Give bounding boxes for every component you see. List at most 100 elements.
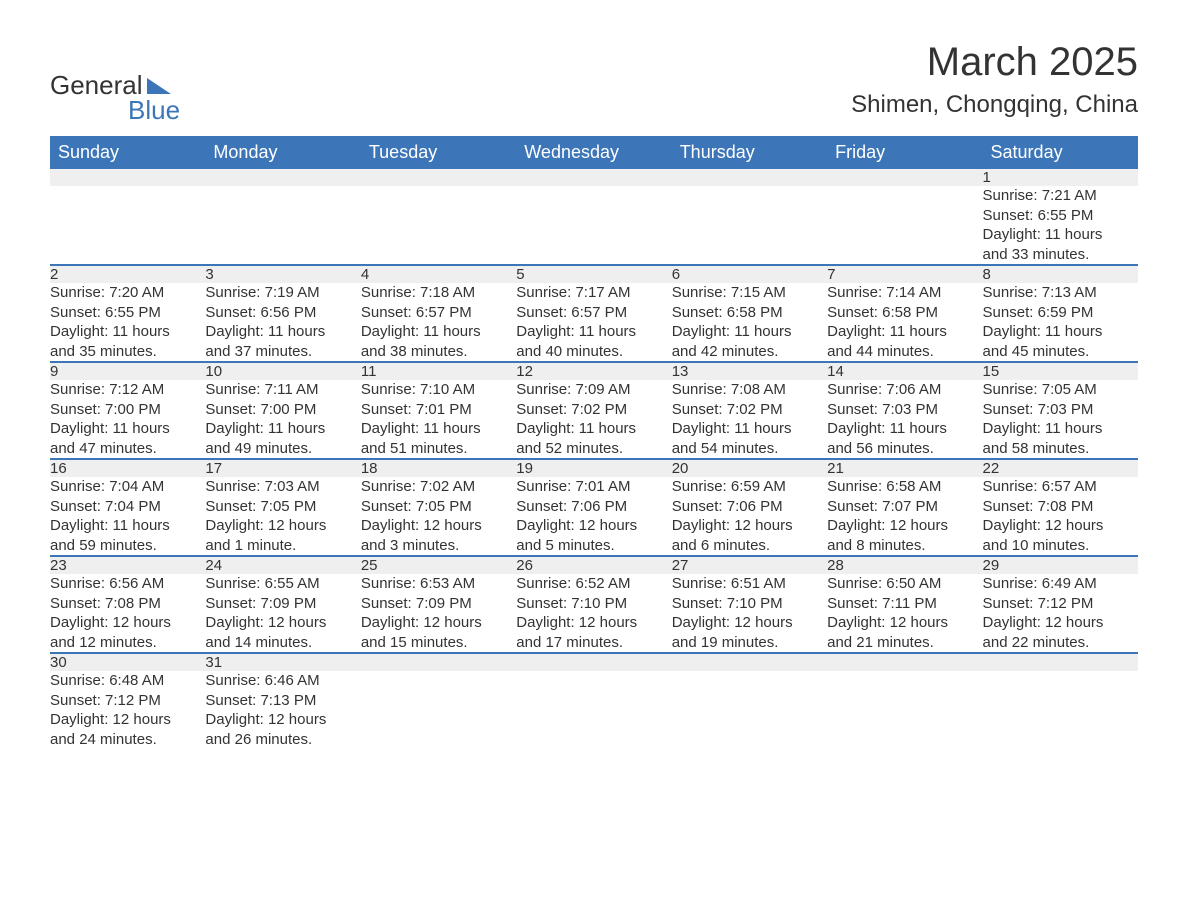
calendar-body: 1Sunrise: 7:21 AMSunset: 6:55 PMDaylight… (50, 169, 1138, 749)
daylight2-text: and 47 minutes. (50, 439, 205, 459)
day-details: Sunrise: 7:01 AMSunset: 7:06 PMDaylight:… (516, 477, 671, 556)
day-details: Sunrise: 6:59 AMSunset: 7:06 PMDaylight:… (672, 477, 827, 556)
daylight1-text: Daylight: 12 hours (361, 613, 516, 633)
day-details: Sunrise: 6:51 AMSunset: 7:10 PMDaylight:… (672, 574, 827, 653)
sunrise-text: Sunrise: 7:06 AM (827, 380, 982, 400)
day-number (983, 653, 1138, 671)
day-details (827, 671, 982, 749)
sunset-text: Sunset: 7:13 PM (205, 691, 360, 711)
daylight2-text: and 49 minutes. (205, 439, 360, 459)
daylight2-text: and 52 minutes. (516, 439, 671, 459)
day-number: 30 (50, 653, 205, 671)
day-details: Sunrise: 7:14 AMSunset: 6:58 PMDaylight:… (827, 283, 982, 362)
day-number: 26 (516, 556, 671, 574)
day-number: 24 (205, 556, 360, 574)
day-number: 11 (361, 362, 516, 380)
sunset-text: Sunset: 7:08 PM (983, 497, 1138, 517)
daylight2-text: and 6 minutes. (672, 536, 827, 556)
weekday-header: Thursday (672, 136, 827, 169)
daynum-row: 16171819202122 (50, 459, 1138, 477)
day-details: Sunrise: 6:52 AMSunset: 7:10 PMDaylight:… (516, 574, 671, 653)
daylight2-text: and 8 minutes. (827, 536, 982, 556)
daylight2-text: and 21 minutes. (827, 633, 982, 653)
day-details: Sunrise: 7:13 AMSunset: 6:59 PMDaylight:… (983, 283, 1138, 362)
day-number: 27 (672, 556, 827, 574)
daylight1-text: Daylight: 11 hours (827, 322, 982, 342)
day-number: 21 (827, 459, 982, 477)
sunrise-text: Sunrise: 7:11 AM (205, 380, 360, 400)
daylight2-text: and 33 minutes. (983, 245, 1138, 265)
daylight1-text: Daylight: 12 hours (672, 613, 827, 633)
day-number: 10 (205, 362, 360, 380)
day-number: 18 (361, 459, 516, 477)
sunset-text: Sunset: 7:03 PM (983, 400, 1138, 420)
day-details: Sunrise: 7:17 AMSunset: 6:57 PMDaylight:… (516, 283, 671, 362)
sunrise-text: Sunrise: 6:56 AM (50, 574, 205, 594)
day-number: 12 (516, 362, 671, 380)
day-details: Sunrise: 7:04 AMSunset: 7:04 PMDaylight:… (50, 477, 205, 556)
daylight1-text: Daylight: 12 hours (516, 613, 671, 633)
day-number: 2 (50, 265, 205, 283)
sunrise-text: Sunrise: 6:59 AM (672, 477, 827, 497)
day-number: 22 (983, 459, 1138, 477)
day-details: Sunrise: 6:56 AMSunset: 7:08 PMDaylight:… (50, 574, 205, 653)
header: General Blue March 2025 Shimen, Chongqin… (50, 40, 1138, 126)
daylight1-text: Daylight: 12 hours (361, 516, 516, 536)
sunset-text: Sunset: 7:00 PM (50, 400, 205, 420)
sunset-text: Sunset: 7:06 PM (516, 497, 671, 517)
day-number (827, 653, 982, 671)
sunset-text: Sunset: 7:05 PM (361, 497, 516, 517)
sunrise-text: Sunrise: 6:55 AM (205, 574, 360, 594)
daylight1-text: Daylight: 11 hours (361, 419, 516, 439)
title-block: March 2025 Shimen, Chongqing, China (851, 40, 1138, 119)
sunset-text: Sunset: 6:59 PM (983, 303, 1138, 323)
sunrise-text: Sunrise: 7:15 AM (672, 283, 827, 303)
daylight2-text: and 26 minutes. (205, 730, 360, 750)
daylight1-text: Daylight: 12 hours (205, 710, 360, 730)
detail-row: Sunrise: 6:56 AMSunset: 7:08 PMDaylight:… (50, 574, 1138, 653)
sunrise-text: Sunrise: 7:04 AM (50, 477, 205, 497)
day-number: 1 (983, 169, 1138, 186)
daylight2-text: and 22 minutes. (983, 633, 1138, 653)
sunrise-text: Sunrise: 6:49 AM (983, 574, 1138, 594)
detail-row: Sunrise: 6:48 AMSunset: 7:12 PMDaylight:… (50, 671, 1138, 749)
sunset-text: Sunset: 7:12 PM (50, 691, 205, 711)
sunrise-text: Sunrise: 7:09 AM (516, 380, 671, 400)
daylight2-text: and 44 minutes. (827, 342, 982, 362)
daylight2-text: and 24 minutes. (50, 730, 205, 750)
day-number: 15 (983, 362, 1138, 380)
daylight1-text: Daylight: 11 hours (50, 322, 205, 342)
daylight1-text: Daylight: 11 hours (983, 419, 1138, 439)
daylight2-text: and 12 minutes. (50, 633, 205, 653)
sunset-text: Sunset: 6:57 PM (516, 303, 671, 323)
daylight1-text: Daylight: 11 hours (827, 419, 982, 439)
day-number: 28 (827, 556, 982, 574)
daylight1-text: Daylight: 11 hours (672, 419, 827, 439)
sunset-text: Sunset: 6:57 PM (361, 303, 516, 323)
daylight1-text: Daylight: 12 hours (50, 613, 205, 633)
sunrise-text: Sunrise: 6:46 AM (205, 671, 360, 691)
weekday-header: Tuesday (361, 136, 516, 169)
day-details: Sunrise: 7:11 AMSunset: 7:00 PMDaylight:… (205, 380, 360, 459)
sunset-text: Sunset: 7:02 PM (672, 400, 827, 420)
day-number: 9 (50, 362, 205, 380)
daylight2-text: and 42 minutes. (672, 342, 827, 362)
day-number: 20 (672, 459, 827, 477)
sunset-text: Sunset: 6:55 PM (983, 206, 1138, 226)
weekday-header: Friday (827, 136, 982, 169)
daylight1-text: Daylight: 11 hours (983, 225, 1138, 245)
daynum-row: 3031 (50, 653, 1138, 671)
day-number (50, 169, 205, 186)
day-details (50, 186, 205, 265)
day-details (672, 186, 827, 265)
calendar-table: Sunday Monday Tuesday Wednesday Thursday… (50, 136, 1138, 749)
daylight2-text: and 58 minutes. (983, 439, 1138, 459)
day-details (205, 186, 360, 265)
sunrise-text: Sunrise: 7:01 AM (516, 477, 671, 497)
day-number: 13 (672, 362, 827, 380)
sunset-text: Sunset: 7:11 PM (827, 594, 982, 614)
day-details (361, 186, 516, 265)
sunrise-text: Sunrise: 7:05 AM (983, 380, 1138, 400)
detail-row: Sunrise: 7:12 AMSunset: 7:00 PMDaylight:… (50, 380, 1138, 459)
daylight1-text: Daylight: 11 hours (516, 419, 671, 439)
